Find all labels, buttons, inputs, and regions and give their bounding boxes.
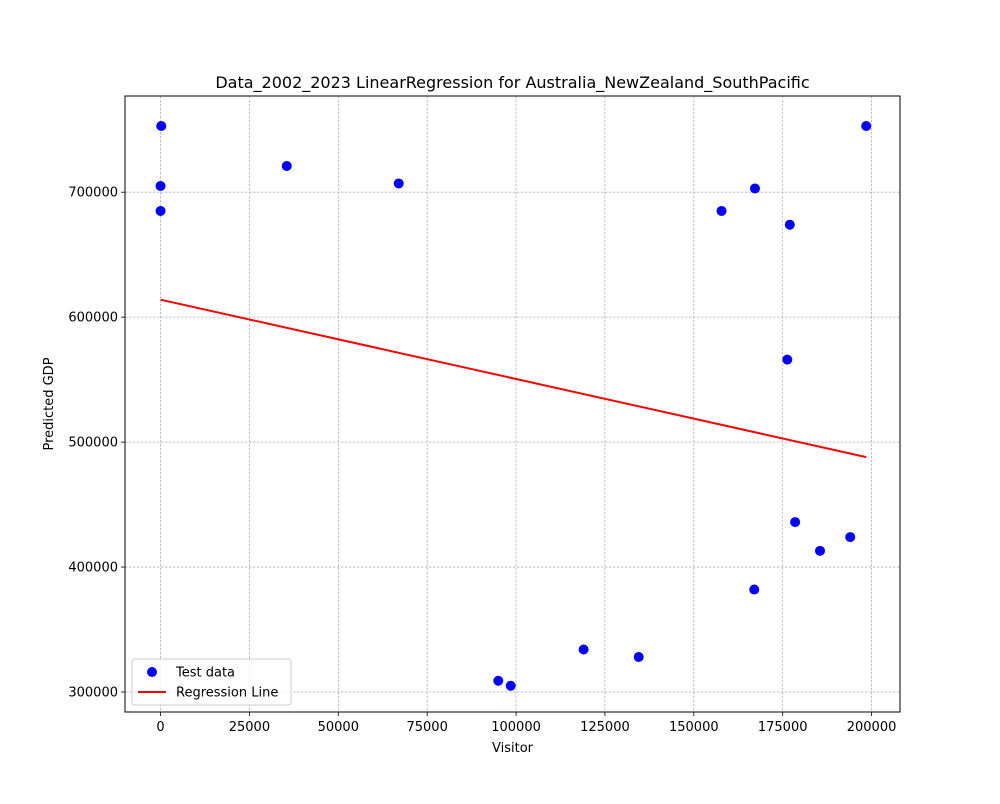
x-tick-label: 25000 bbox=[229, 720, 270, 735]
data-point bbox=[861, 120, 872, 131]
data-point bbox=[156, 120, 167, 131]
legend-box bbox=[131, 658, 292, 706]
y-tick-label: 600000 bbox=[68, 311, 118, 326]
data-point bbox=[749, 584, 760, 595]
data-point bbox=[716, 205, 727, 216]
data-point bbox=[845, 532, 856, 543]
axis-ticks: 0 25000 50000 75000 100000 125000 150000 175000… bbox=[68, 186, 896, 735]
x-tick-label: 200000 bbox=[847, 720, 897, 735]
legend-label-test-data: Test data bbox=[175, 666, 235, 681]
legend-marker-test-data bbox=[147, 667, 157, 677]
grid-lines bbox=[125, 96, 900, 712]
x-tick-label: 100000 bbox=[491, 720, 541, 735]
data-point bbox=[155, 180, 166, 191]
chart-title: Data_2002_2023 LinearRegression for Aust… bbox=[215, 73, 809, 93]
data-point bbox=[505, 680, 516, 691]
data-point bbox=[633, 652, 644, 663]
data-point bbox=[790, 517, 801, 528]
data-point bbox=[393, 178, 404, 189]
y-tick-label: 300000 bbox=[68, 686, 118, 701]
data-point bbox=[749, 183, 760, 194]
data-point bbox=[815, 545, 826, 556]
scatter-points bbox=[155, 120, 872, 691]
y-tick-label: 500000 bbox=[68, 436, 118, 451]
legend: Test data Regression Line bbox=[131, 658, 292, 706]
data-point bbox=[784, 219, 795, 230]
y-axis-label: Predicted GDP bbox=[42, 357, 57, 450]
x-tick-label: 0 bbox=[156, 720, 164, 735]
x-tick-label: 125000 bbox=[580, 720, 630, 735]
legend-label-regression-line: Regression Line bbox=[176, 686, 278, 701]
x-tick-label: 75000 bbox=[406, 720, 447, 735]
data-point bbox=[493, 675, 504, 686]
regression-line bbox=[160, 298, 867, 459]
x-tick-label: 50000 bbox=[318, 720, 359, 735]
regression-layer bbox=[160, 298, 867, 459]
x-axis-label: Visitor bbox=[492, 741, 534, 756]
x-tick-label: 150000 bbox=[669, 720, 719, 735]
y-tick-label: 400000 bbox=[68, 561, 118, 576]
x-tick-label: 175000 bbox=[758, 720, 808, 735]
data-point bbox=[155, 205, 166, 216]
data-point bbox=[281, 160, 292, 171]
y-tick-label: 700000 bbox=[68, 186, 118, 201]
data-point bbox=[578, 644, 589, 655]
data-point bbox=[782, 354, 793, 365]
plot-frame bbox=[124, 95, 901, 713]
